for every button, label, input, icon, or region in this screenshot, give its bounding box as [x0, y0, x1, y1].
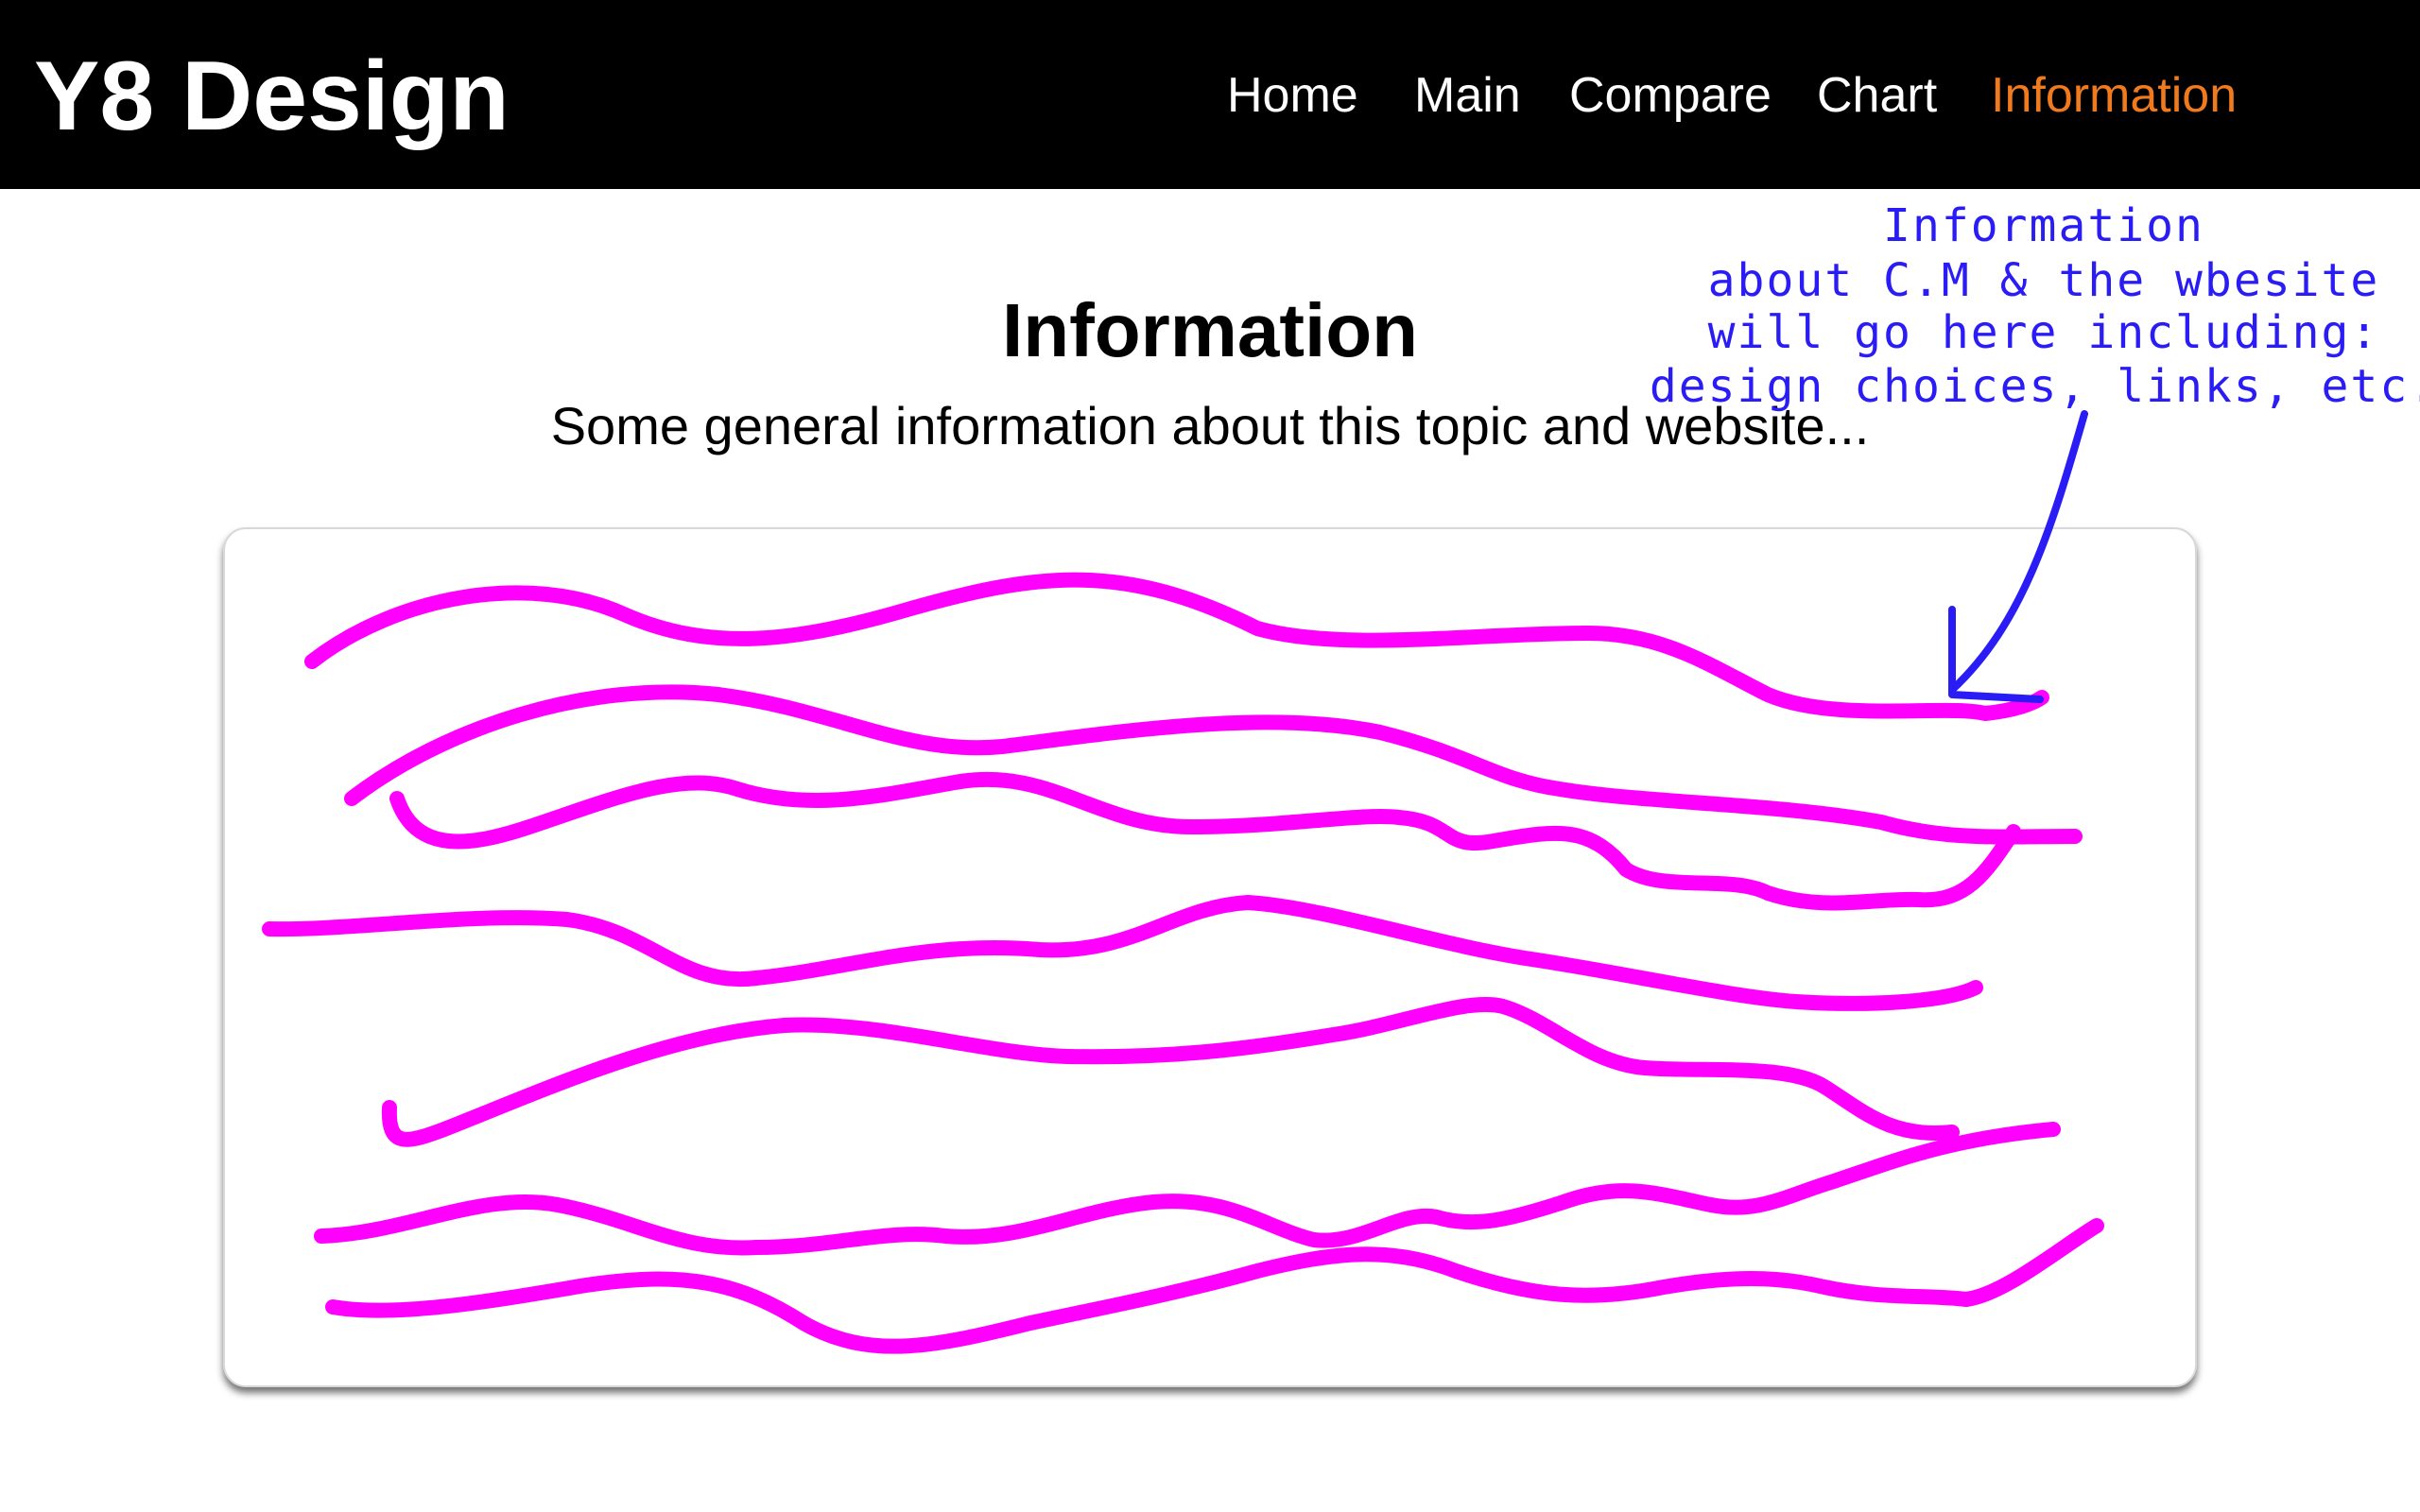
- top-navigation-bar: Y8 Design Home Main Compare Chart Inform…: [0, 0, 2420, 189]
- page-title: Information: [1002, 288, 1418, 372]
- nav-link-home[interactable]: Home: [1227, 68, 1358, 123]
- brand-logo-text[interactable]: Y8 Design: [34, 42, 510, 151]
- nav-link-information[interactable]: Information: [1991, 68, 2238, 123]
- nav-link-compare[interactable]: Compare: [1569, 68, 1772, 123]
- annotation-line-1: Information: [1883, 199, 2204, 252]
- nav-link-main[interactable]: Main: [1414, 68, 1521, 123]
- information-content-card: [223, 527, 2197, 1387]
- nav-link-chart[interactable]: Chart: [1817, 68, 1938, 123]
- page-subtitle: Some general information about this topi…: [550, 396, 1870, 455]
